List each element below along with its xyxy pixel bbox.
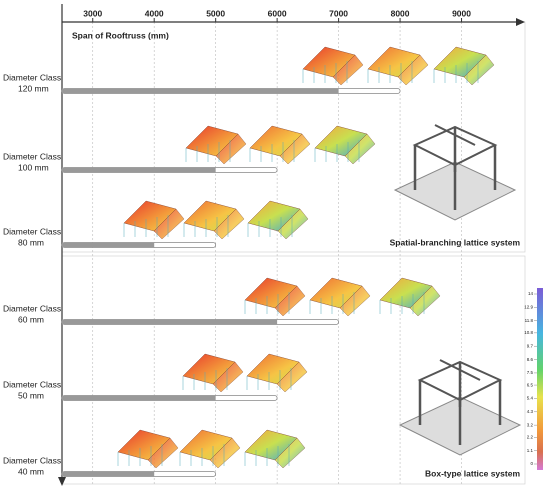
roof-right bbox=[276, 361, 308, 393]
roof-right bbox=[344, 133, 376, 165]
lattice-model bbox=[398, 359, 522, 456]
roof-right bbox=[339, 285, 371, 317]
roof-model bbox=[249, 125, 311, 165]
roof-right bbox=[209, 437, 241, 469]
colorbar-label: 1.1 bbox=[527, 448, 534, 453]
colorbar-label: 9.7 bbox=[527, 343, 534, 348]
colorbar-label: 6.5 bbox=[527, 382, 534, 387]
roof-right bbox=[463, 54, 495, 86]
row-class: Diameter Class bbox=[3, 303, 61, 313]
roof-right bbox=[153, 208, 185, 240]
colorbar-label: 12.9 bbox=[524, 305, 533, 310]
roof-right bbox=[277, 208, 309, 240]
colorbar bbox=[537, 288, 543, 470]
x-tick-label: 5000 bbox=[206, 8, 225, 18]
span-bar bbox=[62, 167, 216, 173]
x-tick-label: 7000 bbox=[329, 8, 348, 18]
x-tick-label: 4000 bbox=[145, 8, 164, 18]
beams bbox=[412, 124, 498, 167]
colorbar-label: 11.8 bbox=[525, 318, 534, 323]
row-class: Diameter Class bbox=[3, 151, 61, 161]
roof-model bbox=[246, 353, 308, 393]
colorbar-label: 0 bbox=[530, 461, 533, 466]
roof-right bbox=[274, 285, 306, 317]
row-size: 80 mm bbox=[18, 237, 44, 247]
roof-model bbox=[185, 125, 247, 165]
colorbar-label: 3.2 bbox=[527, 422, 534, 427]
colorbar-label: 2.2 bbox=[527, 434, 534, 439]
span-bar bbox=[62, 395, 216, 401]
roof-right bbox=[332, 54, 364, 86]
colorbar-label: 5.4 bbox=[527, 396, 534, 401]
roof-model bbox=[309, 277, 371, 317]
x-tick-label: 6000 bbox=[268, 8, 287, 18]
span-bar bbox=[62, 319, 278, 325]
colorbar-label: 10.8 bbox=[524, 330, 533, 335]
roof-model bbox=[117, 429, 179, 469]
beams bbox=[417, 359, 503, 402]
panel-label: Box-type lattice system bbox=[425, 468, 520, 478]
row-size: 100 mm bbox=[18, 162, 49, 172]
roof-right bbox=[279, 133, 311, 165]
roof-model bbox=[247, 200, 309, 240]
axis-title: Span of Rooftruss (mm) bbox=[72, 30, 169, 40]
roof-model bbox=[179, 429, 241, 469]
colorbar-label: 4.3 bbox=[527, 409, 534, 414]
lattice-model bbox=[393, 124, 517, 221]
span-bar bbox=[62, 471, 155, 477]
y-axis-arrow bbox=[58, 477, 66, 486]
row-size: 120 mm bbox=[18, 83, 49, 93]
roof-model bbox=[183, 200, 245, 240]
span-bar bbox=[62, 88, 339, 94]
roof-model bbox=[244, 429, 306, 469]
roof-right bbox=[213, 208, 245, 240]
roof-right bbox=[215, 133, 247, 165]
x-tick-label: 3000 bbox=[83, 8, 102, 18]
row-size: 50 mm bbox=[18, 390, 44, 400]
row-class: Diameter Class bbox=[3, 72, 61, 82]
roof-right bbox=[397, 54, 429, 86]
roof-model bbox=[244, 277, 306, 317]
x-tick-label: 8000 bbox=[391, 8, 410, 18]
row-class: Diameter Class bbox=[3, 455, 61, 465]
row-class: Diameter Class bbox=[3, 226, 61, 236]
x-axis-arrow bbox=[516, 18, 525, 26]
roof-model bbox=[123, 200, 185, 240]
colorbar-label: 7.5 bbox=[527, 370, 534, 375]
roof-right bbox=[409, 285, 441, 317]
row-size: 60 mm bbox=[18, 314, 44, 324]
x-tick-label: 9000 bbox=[452, 8, 471, 18]
roof-model bbox=[302, 46, 364, 86]
row-size: 40 mm bbox=[18, 466, 44, 476]
roof-model bbox=[379, 277, 441, 317]
colorbar-label: 8.6 bbox=[527, 357, 534, 362]
roof-right bbox=[147, 437, 179, 469]
roof-model bbox=[314, 125, 376, 165]
roof-model bbox=[433, 46, 495, 86]
panel-label: Spatial-branching lattice system bbox=[390, 237, 521, 247]
span-bar bbox=[62, 242, 155, 248]
roof-model bbox=[367, 46, 429, 86]
row-class: Diameter Class bbox=[3, 379, 61, 389]
roof-right bbox=[274, 437, 306, 469]
roof-model bbox=[182, 353, 244, 393]
roof-right bbox=[212, 361, 244, 393]
colorbar-label: 14 bbox=[528, 291, 534, 296]
